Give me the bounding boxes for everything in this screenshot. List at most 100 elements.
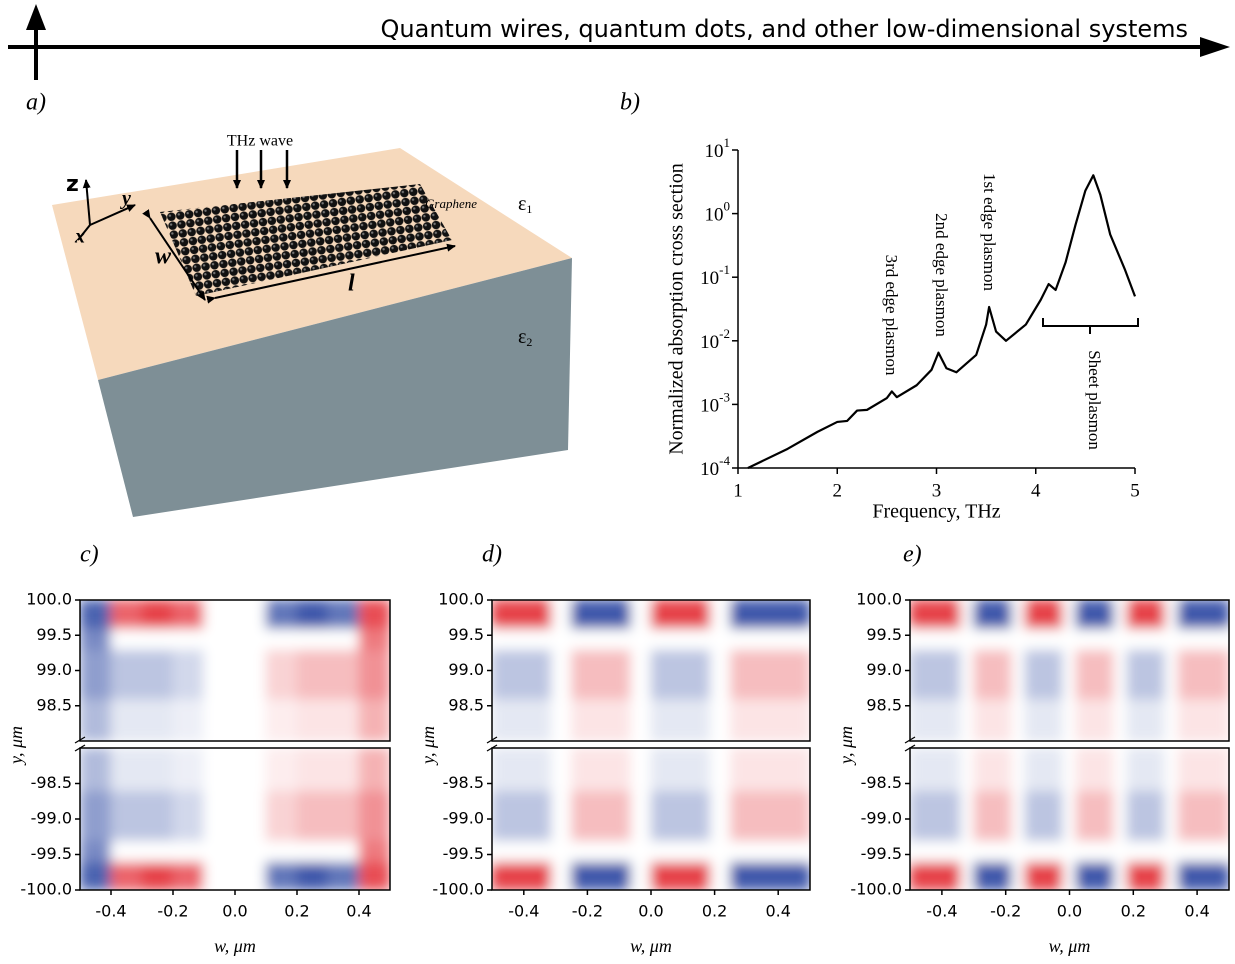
heatmap-cell (1100, 861, 1115, 891)
heatmap-cell (749, 790, 771, 841)
heatmap-cell (947, 599, 962, 629)
heatmap-cell (909, 698, 924, 742)
heatmap-cell (1126, 627, 1141, 650)
heatmap-cell (141, 599, 174, 629)
heatmap-cell (1202, 790, 1217, 841)
heatmap-cell (973, 861, 988, 891)
heatmap-cell (650, 648, 672, 700)
y-tick-label: 99.5 (36, 625, 72, 644)
heatmap-cell (172, 627, 205, 650)
heatmap-cell (531, 839, 553, 863)
heatmap-cell (1215, 648, 1230, 700)
heatmap-cell (1126, 790, 1141, 841)
y-tick-label: 10-3 (700, 389, 730, 416)
heatmap-cell (141, 627, 174, 650)
heatmap-cell (358, 747, 391, 792)
heatmap-cell (630, 648, 652, 700)
heatmap-cell (973, 599, 988, 629)
heatmap-cell (296, 627, 329, 650)
x-tick-label: 0.2 (702, 902, 727, 921)
annotation: Sheet plasmon (1085, 350, 1104, 450)
heatmap-cell (1049, 698, 1064, 742)
heatmap-cell (769, 698, 791, 742)
heatmap-cell (670, 599, 692, 629)
eps-label: ε2 (518, 326, 532, 349)
heatmap-cell (998, 747, 1013, 792)
heatmap-cell (571, 839, 592, 863)
heatmap-cell (265, 599, 298, 629)
heatmap-cell (630, 747, 652, 792)
heatmap-cell (1024, 648, 1039, 700)
heatmap-cell (590, 698, 612, 742)
heatmap-cell (947, 648, 962, 700)
heatmap-cell (172, 599, 205, 629)
heatmap-cell (1011, 599, 1026, 629)
heatmap-cell (935, 747, 949, 792)
heatmap-cell (1126, 648, 1141, 700)
heatmap-cell (986, 861, 1000, 891)
heatmap-cell (960, 747, 975, 792)
y-tick-label: -98.5 (861, 773, 902, 792)
heatmap-cell (1037, 861, 1051, 891)
heatmap-cell (551, 648, 572, 700)
heatmap-cell (203, 747, 236, 792)
heatmap-cell (172, 648, 205, 700)
heatmap-cell (973, 627, 988, 650)
heatmap-cell (1164, 648, 1179, 700)
heatmap-cell (960, 627, 975, 650)
heatmap-cell (327, 599, 360, 629)
annotation: 2nd edge plasmon (932, 213, 951, 337)
x-tick-label: 0.0 (222, 902, 247, 921)
heatmap-cell (909, 861, 924, 891)
heatmap-cell (1126, 698, 1141, 742)
x-axis-label: w, μm (214, 936, 256, 956)
heatmap-cell (1113, 599, 1128, 629)
heatmap-cell (491, 747, 513, 792)
y-tick-label: 100.0 (856, 590, 902, 609)
tick-base: 10 (705, 205, 724, 226)
heatmap-cell (909, 627, 924, 650)
tick-exponent: -4 (719, 453, 730, 468)
heatmap-cell (234, 627, 267, 650)
heatmap-cell (730, 648, 751, 700)
x-tick-label: 4 (1031, 480, 1041, 501)
heatmap-cell (1177, 627, 1192, 650)
heatmap-cell (296, 599, 329, 629)
y-tick-label: -99.5 (861, 844, 902, 863)
heatmap-segment (909, 599, 1230, 742)
axis-break (486, 736, 498, 752)
heatmap-cell (998, 599, 1013, 629)
x-tick-label: -0.2 (157, 902, 188, 921)
heatmap-cell (922, 627, 937, 650)
heatmap-cell (789, 861, 811, 891)
heatmap-cell (358, 790, 391, 841)
heatmap-cell (1215, 599, 1230, 629)
heatmap-cell (960, 861, 975, 891)
heatmap-cell (1164, 698, 1179, 742)
heatmap-cell (922, 839, 937, 863)
heatmap-cell (998, 698, 1013, 742)
heatmap-cell (265, 698, 298, 742)
heatmap-cell (590, 599, 612, 629)
heatmap-cell (710, 648, 731, 700)
heatmap-cell (1177, 861, 1192, 891)
y-tick-label: -100.0 (850, 880, 902, 899)
y-axis-label: Normalized absorption cross section (666, 163, 688, 455)
heatmap-cell (909, 747, 924, 792)
heatmap-cell (531, 861, 553, 891)
heatmap-segment (909, 747, 1230, 891)
heatmap-cell (511, 747, 533, 792)
heatmap-cell (670, 627, 692, 650)
heatmap-cell (265, 747, 298, 792)
heatmap-cell (491, 627, 513, 650)
heatmap-cell (203, 839, 236, 863)
heatmap-cell (551, 599, 572, 629)
heatmap-cell (1062, 698, 1077, 742)
heatmap-cell (1049, 790, 1064, 841)
heatmap-cell (1139, 839, 1153, 863)
eps-label: ε1 (518, 193, 532, 216)
heatmap-cell (710, 698, 731, 742)
y-axis-label: y, μm (836, 726, 856, 766)
heatmap-cell (1139, 698, 1153, 742)
heatmap-cell (986, 698, 1000, 742)
